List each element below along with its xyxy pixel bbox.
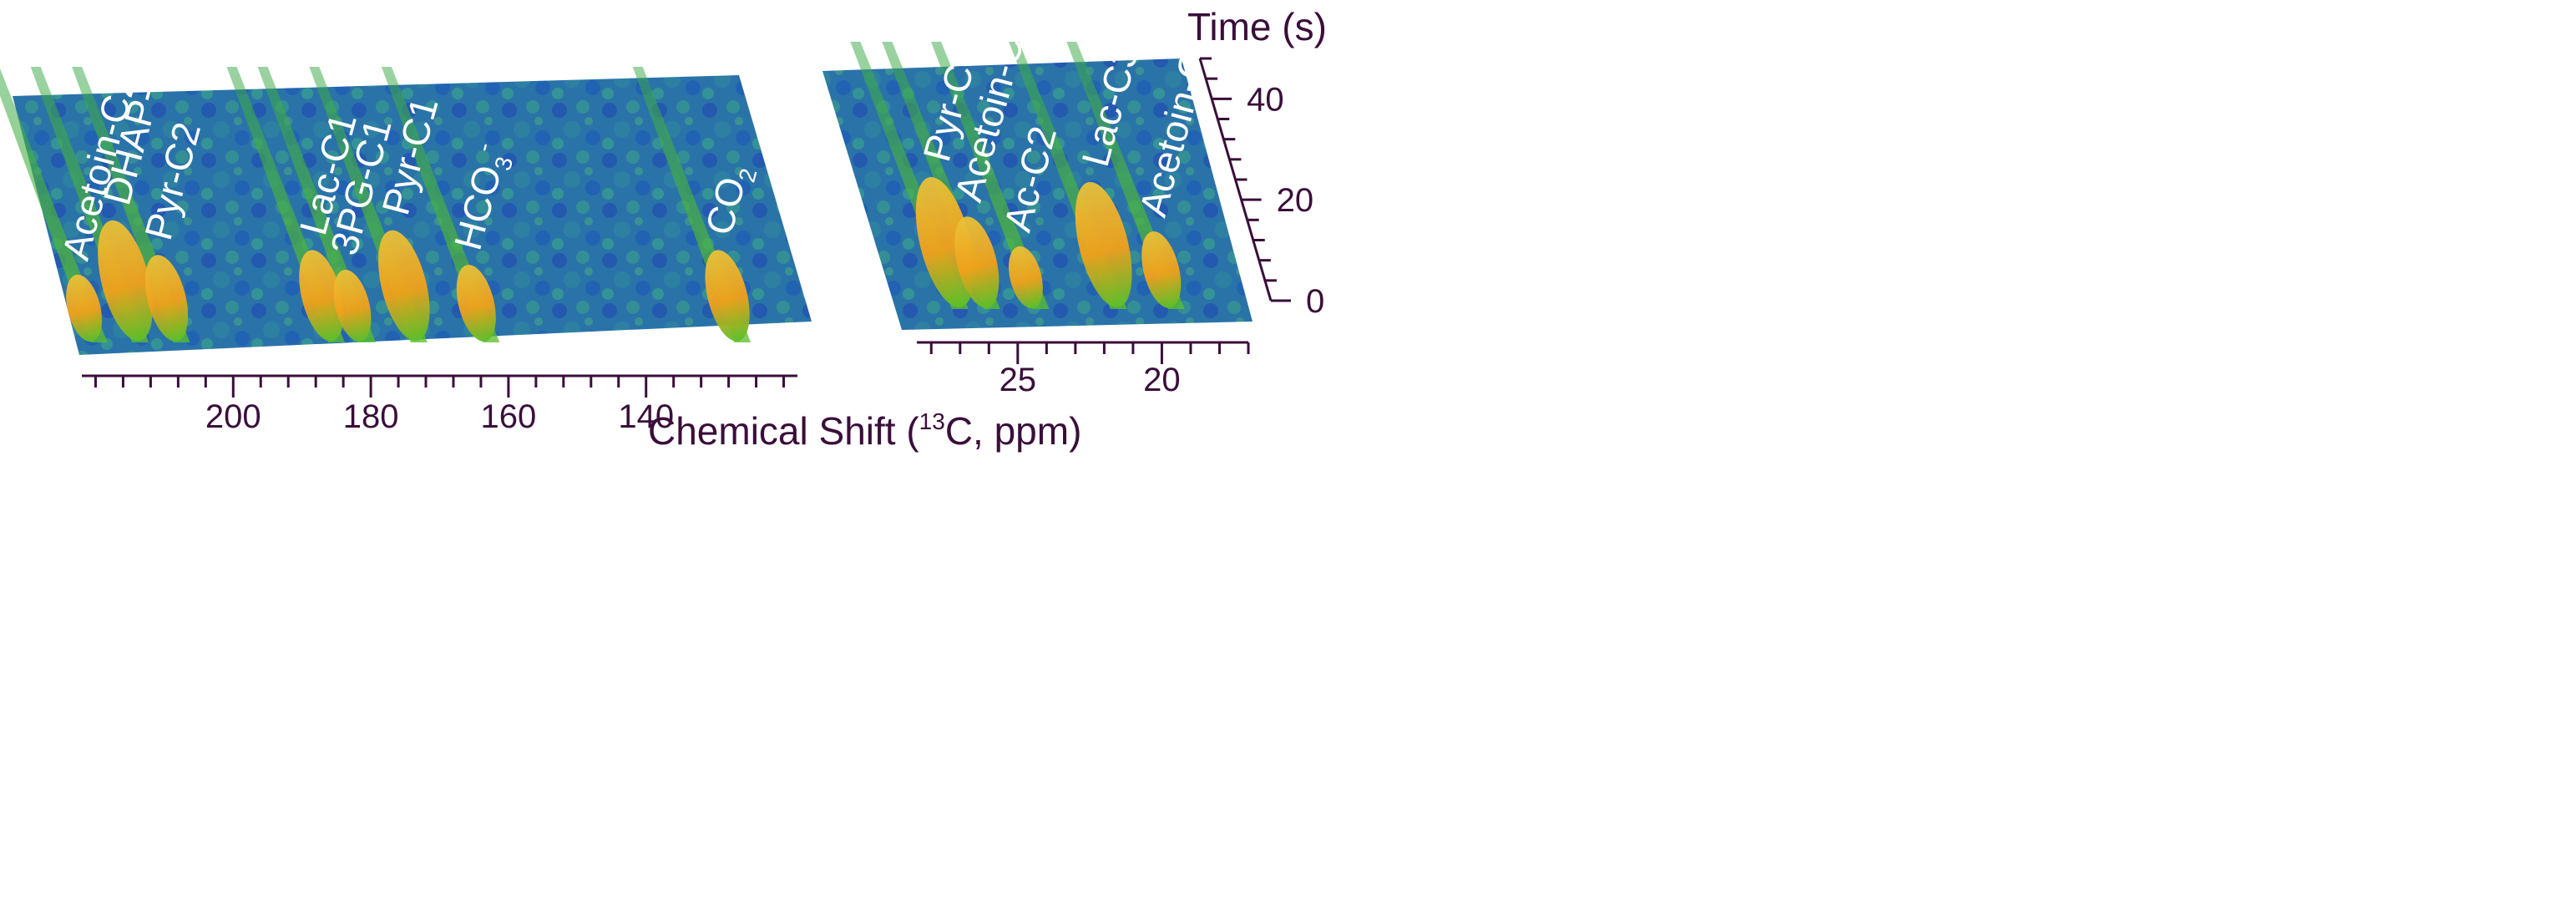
- x-tick-label: 140: [618, 398, 674, 435]
- peak-blob: [1141, 231, 1182, 308]
- x-axis-right: 25 20: [917, 341, 1250, 398]
- x-tick-label: 180: [343, 398, 399, 435]
- peak-blob: [456, 265, 496, 342]
- peak-ridge: [931, 42, 1050, 309]
- z-tick-label: 20: [1277, 182, 1314, 219]
- peak-blob: [333, 270, 372, 342]
- left-surface: [13, 75, 812, 355]
- peak-blob: [1075, 181, 1132, 308]
- peak-blobs: [66, 177, 1182, 342]
- z-axis-title: Time (s): [1187, 5, 1327, 48]
- peak-blob: [915, 177, 974, 307]
- peak-blob: [378, 230, 430, 342]
- x-tick-label: 20: [1143, 362, 1181, 398]
- peak-blob: [66, 274, 103, 342]
- x-tick-label: 200: [205, 398, 261, 435]
- x-tick-label: 25: [1000, 362, 1037, 398]
- x-axis-title: Chemical Shift (13C, ppm): [648, 408, 1081, 453]
- x-axis-left: 200 180 160 140: [82, 374, 797, 435]
- z-axis: 0 20 40: [1198, 57, 1324, 320]
- peak-blob: [98, 220, 153, 342]
- x-tick-label: 160: [481, 398, 537, 435]
- peak-blob: [705, 250, 750, 342]
- peak-ridge: [0, 68, 108, 342]
- peak-blob: [954, 216, 1000, 308]
- z-tick-label: 40: [1247, 81, 1284, 118]
- peak-blob: [144, 255, 189, 342]
- peak-blob: [299, 250, 344, 342]
- z-tick-label: 0: [1306, 283, 1324, 320]
- peak-blob: [1009, 246, 1043, 309]
